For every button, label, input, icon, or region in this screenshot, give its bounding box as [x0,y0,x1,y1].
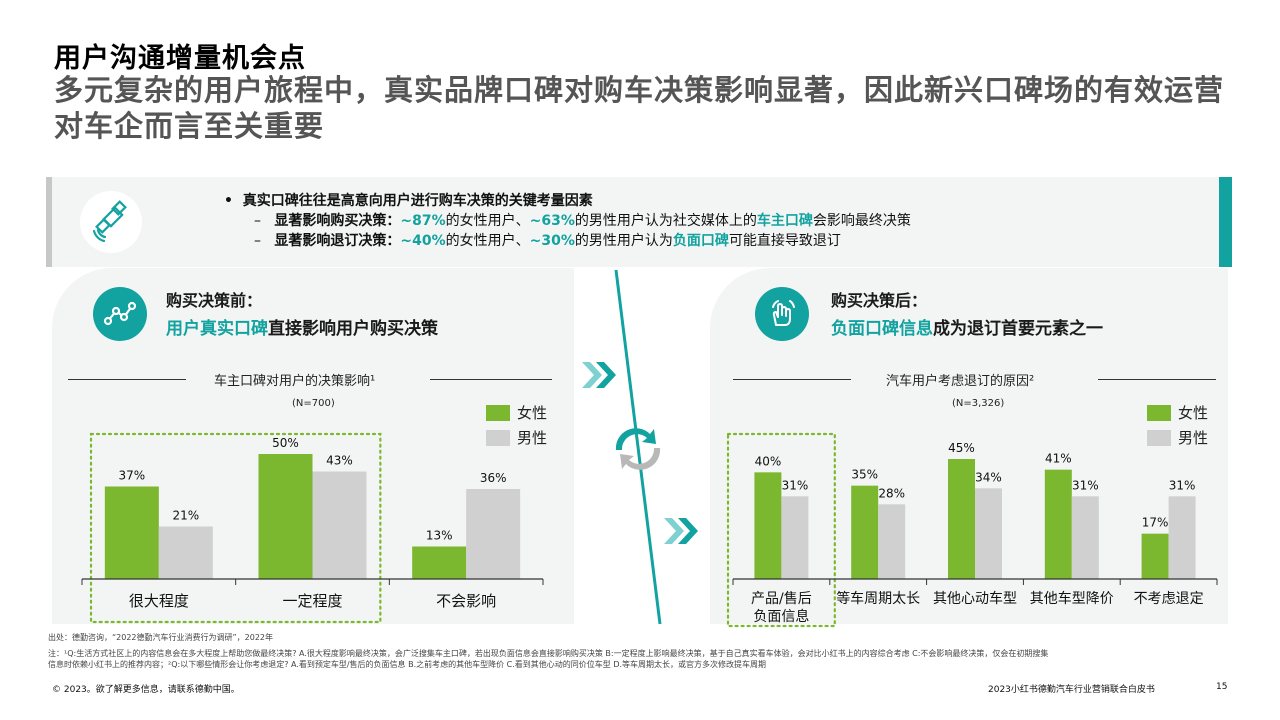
callout-bullet: • 真实口碑往往是高意向用户进行购车决策的关键考量因素 [224,193,593,209]
left-sample-size: (N=700) [292,398,335,409]
page-number: 15 [1216,682,1228,692]
bar-male-1 [312,471,367,579]
right-legend: 女性 男性 [1147,400,1208,450]
category-label: 一定程度 [282,592,342,610]
page-subtitle: 多元复杂的用户旅程中，真实品牌口碑对购车决策影响显著，因此新兴口碑场的有效运营对… [54,73,1225,143]
legend-swatch-female [1147,404,1171,421]
legend-item-male: 男性 [486,425,547,450]
legend-item-female: 女性 [486,400,547,425]
legend-item-male: 男性 [1147,425,1208,450]
data-label: 43% [326,454,353,468]
footer-report-title: 2023小红书德勤汽车行业营销联合白皮书 [988,685,1155,695]
legend-swatch-male [486,429,510,446]
right-chart-title: 汽车用户考虑退订的原因² [886,374,1035,389]
footer-note: 注：¹Q:生活方式社区上的内容信息会在多大程度上帮助您做最终决策? A.很大程度… [48,649,1049,669]
right-title-rule-right [1098,379,1216,380]
legend-item-female: 女性 [1147,400,1208,425]
left-panel-heading: 购买决策前： 用户真实口碑直接影响用户购买决策 [166,291,438,339]
left-legend: 女性 男性 [486,400,547,450]
satellite-icon [80,191,142,253]
legend-swatch-male [1147,429,1171,446]
callout-right-bar [1219,177,1232,267]
bar-female-0 [104,486,159,579]
refresh-cycle-icon [615,428,661,470]
bar-male-2 [466,489,521,579]
right-sample-size: (N=3,326) [952,398,1005,409]
callout-text: • 真实口碑往往是高意向用户进行购车决策的关键考量因素 – 显著影响购买决策：~… [224,191,911,251]
data-label: 50% [272,436,299,450]
bar-female-2 [412,546,467,579]
key-insight-callout: • 真实口碑往往是高意向用户进行购车决策的关键考量因素 – 显著影响购买决策：~… [46,177,1232,267]
data-label: 37% [118,469,145,483]
legend-swatch-female [486,404,510,421]
trend-line-icon [93,287,147,341]
data-label: 13% [426,529,453,543]
right-title-rule-left [733,379,851,380]
bar-female-1 [258,454,313,579]
footer-copyright: © 2023。欲了解更多信息，请联系德勤中国。 [52,685,240,695]
bar-male-0 [158,526,213,579]
hand-touch-icon [755,287,809,341]
chevron-right-icon [582,362,616,388]
category-label: 很大程度 [129,592,189,610]
left-chart-title: 车主口碑对用户的决策影响¹ [214,374,376,389]
callout-line-purchase: – 显著影响购买决策：~87%的女性用户、~63%的男性用户认为社交媒体上的车主… [254,213,911,229]
data-label: 21% [172,509,199,523]
left-title-rule-left [68,379,186,380]
highlight-box [89,432,382,624]
chevron-right-icon-2 [664,518,698,544]
right-panel-heading: 购买决策后： 负面口碑信息成为退订首要元素之一 [831,291,1103,339]
footer-source: 出处：德勤咨询，“2022德勤汽车行业消费行为调研”，2022年 [48,633,274,642]
panel-divider [614,269,662,625]
callout-left-bar [46,177,52,267]
left-title-rule-right [430,379,552,380]
category-label: 不会影响 [436,592,496,610]
callout-line-cancel: – 显著影响退订决策：~40%的女性用户、~30%的男性用户认为负面口碑可能直接… [254,233,841,249]
page-title: 用户沟通增量机会点 [54,43,306,74]
data-label: 36% [480,471,507,485]
